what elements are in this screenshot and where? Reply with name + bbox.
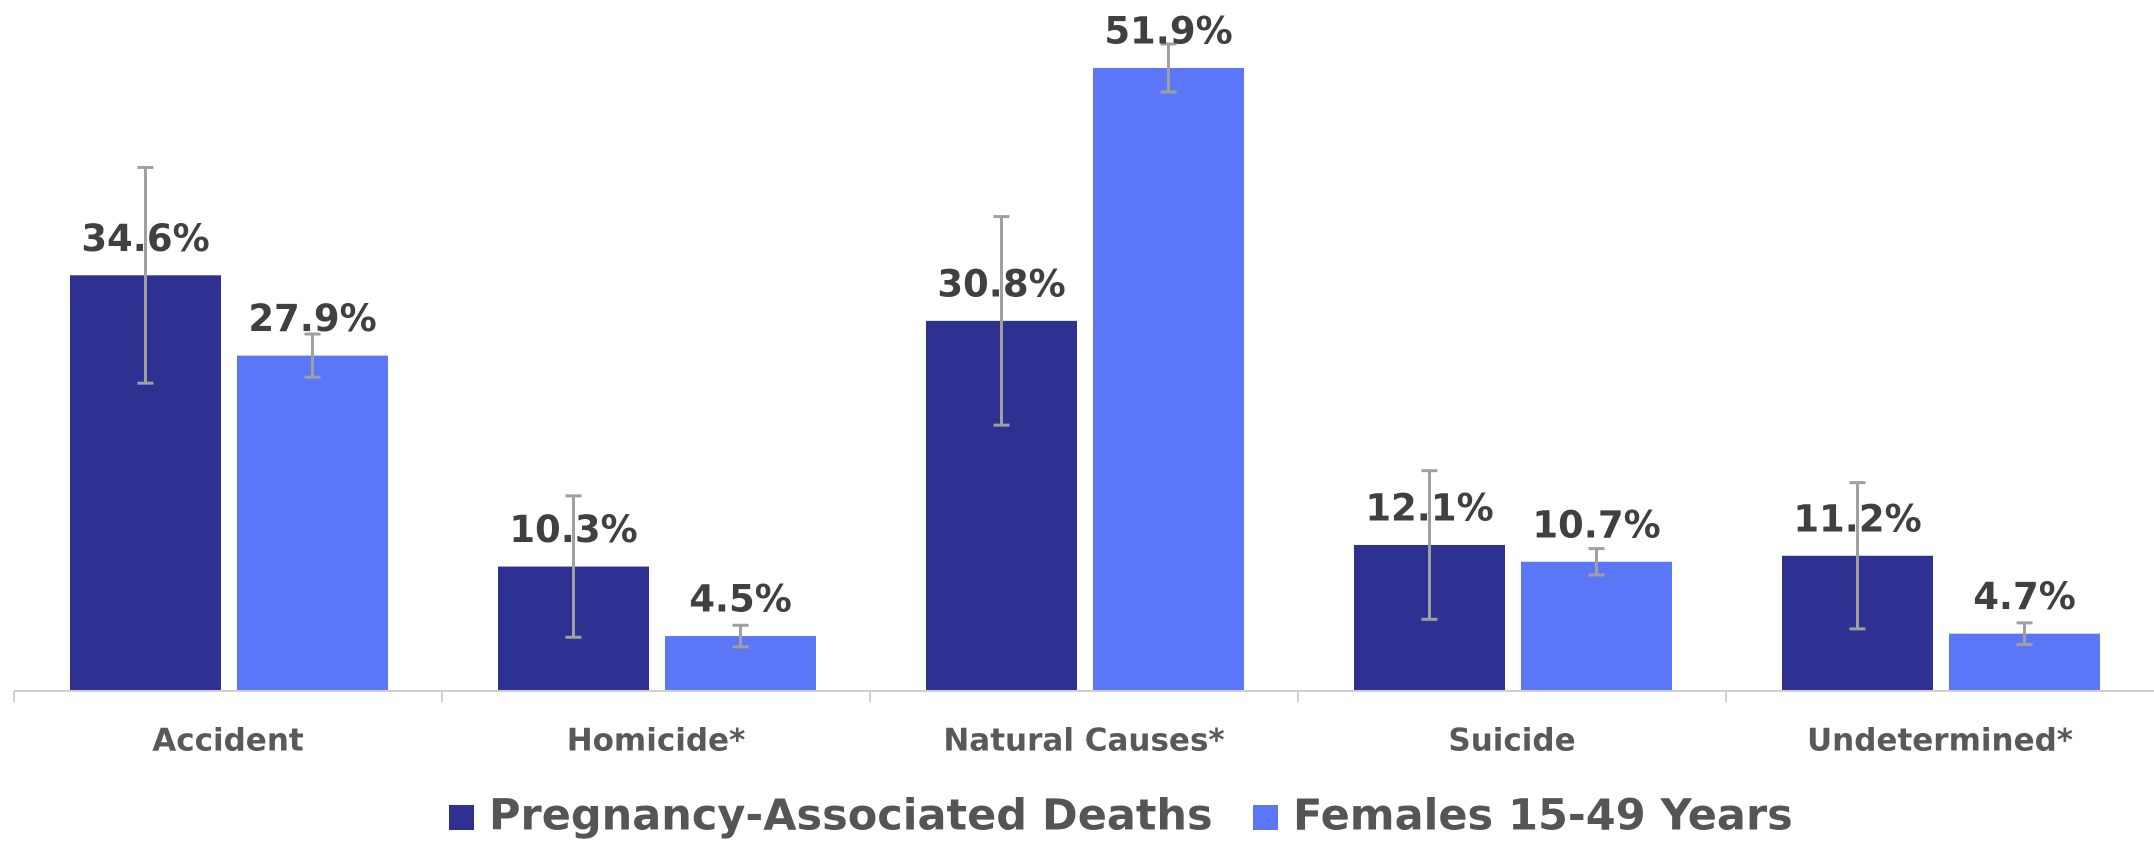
- error-bar: [1160, 42, 1177, 94]
- data-label: 27.9%: [248, 297, 376, 340]
- x-tick-label: Natural Causes*: [943, 723, 1224, 759]
- bar: [1093, 67, 1244, 690]
- error-bar: [1849, 481, 1866, 631]
- x-tick-label: Suicide: [1448, 723, 1575, 759]
- error-bar: [137, 165, 154, 385]
- data-label: 10.7%: [1532, 503, 1660, 546]
- data-label: 12.1%: [1365, 486, 1493, 529]
- legend-label: Pregnancy-Associated Deaths: [489, 791, 1213, 841]
- error-bar: [304, 332, 321, 379]
- error-bar: [2016, 621, 2033, 646]
- data-label: 4.7%: [1973, 575, 2076, 618]
- error-bar: [993, 215, 1010, 427]
- legend-swatch: [449, 805, 474, 830]
- bar: [237, 355, 388, 690]
- x-tick-label: Undetermined*: [1807, 723, 2073, 759]
- x-tick-label: Accident: [152, 723, 304, 759]
- legend-label: Females 15-49 Years: [1293, 791, 1793, 841]
- error-bar: [1421, 469, 1438, 621]
- data-label: 11.2%: [1793, 497, 1921, 540]
- data-label: 10.3%: [509, 508, 637, 551]
- error-bar: [732, 623, 749, 649]
- error-bar: [565, 494, 582, 639]
- bar: [1521, 561, 1672, 690]
- data-label: 30.8%: [937, 262, 1065, 305]
- data-label: 51.9%: [1104, 9, 1232, 52]
- error-bar: [1588, 547, 1605, 577]
- data-label: 4.5%: [689, 578, 792, 621]
- data-label: 34.6%: [81, 217, 209, 260]
- x-tick-label: Homicide*: [567, 723, 746, 759]
- legend-swatch: [1253, 805, 1278, 830]
